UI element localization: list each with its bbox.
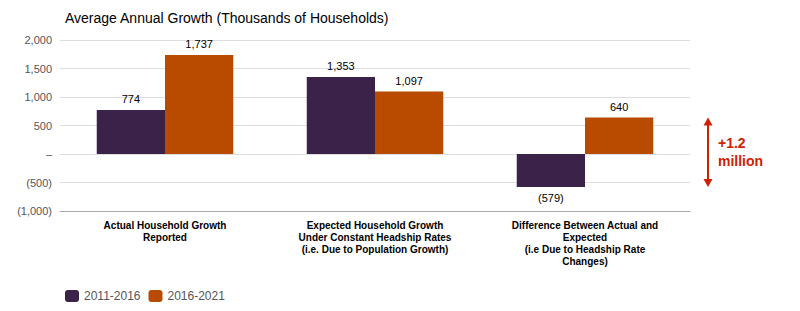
- svg-text:2016-2021: 2016-2021: [167, 289, 225, 303]
- svg-text:1,000: 1,000: [24, 91, 52, 103]
- svg-text:(i.e Due to Headship Rate: (i.e Due to Headship Rate: [525, 244, 646, 255]
- svg-text:774: 774: [122, 93, 140, 105]
- svg-text:1,737: 1,737: [185, 38, 213, 50]
- svg-text:2011-2016: 2011-2016: [84, 289, 141, 303]
- svg-text:1,097: 1,097: [395, 75, 423, 87]
- svg-text:Changes): Changes): [562, 256, 608, 267]
- svg-text:Expected: Expected: [563, 232, 607, 243]
- svg-text:1,500: 1,500: [24, 63, 52, 75]
- svg-text:million: million: [718, 153, 763, 169]
- svg-text:–: –: [46, 148, 53, 160]
- svg-text:500: 500: [34, 120, 52, 132]
- svg-text:Expected Household Growth: Expected Household Growth: [307, 220, 444, 231]
- svg-text:(579): (579): [538, 192, 564, 204]
- svg-text:640: 640: [610, 101, 628, 113]
- svg-text:1,353: 1,353: [327, 60, 355, 72]
- svg-text:Under Constant Headship Rates: Under Constant Headship Rates: [299, 232, 452, 243]
- svg-text:Reported: Reported: [143, 232, 187, 243]
- svg-text:Average Annual Growth (Thousan: Average Annual Growth (Thousands of Hous…: [65, 10, 389, 26]
- svg-text:Difference Between Actual and: Difference Between Actual and: [512, 220, 658, 231]
- svg-text:Actual Household Growth: Actual Household Growth: [104, 220, 227, 231]
- svg-text:+1.2: +1.2: [718, 135, 746, 151]
- svg-text:2,000: 2,000: [24, 34, 52, 46]
- svg-text:(500): (500): [26, 177, 52, 189]
- svg-text:(1,000): (1,000): [17, 205, 52, 217]
- svg-text:(i.e. Due to Population Growth: (i.e. Due to Population Growth): [302, 244, 449, 255]
